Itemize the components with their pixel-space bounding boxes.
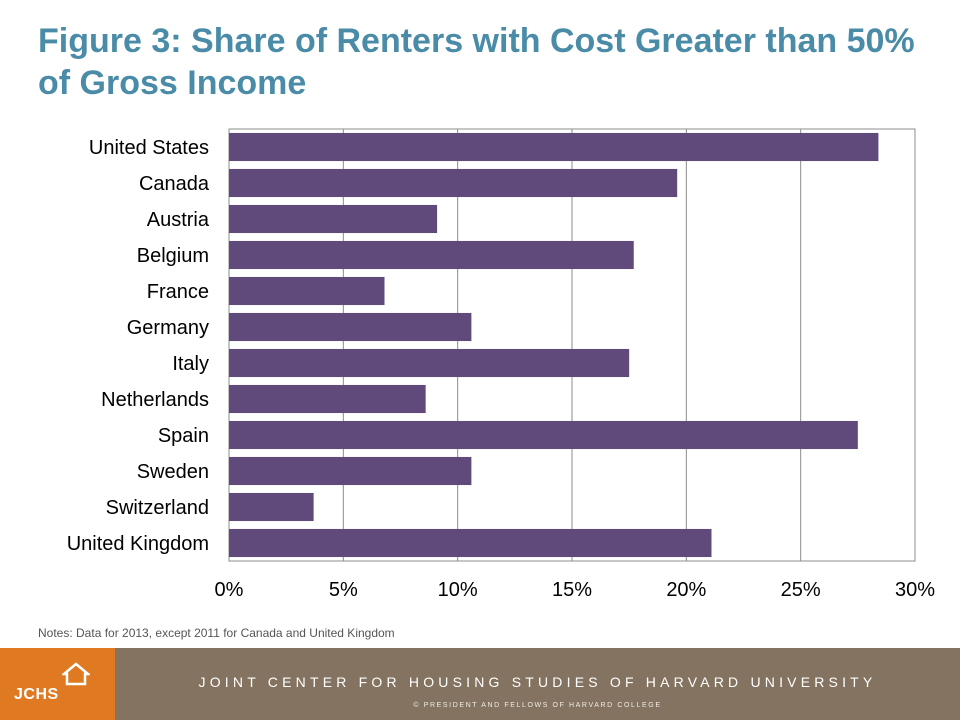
- x-tick-label: 25%: [781, 579, 821, 601]
- bar: [229, 456, 472, 486]
- category-label: France: [147, 281, 209, 303]
- chart-grid: [342, 129, 802, 561]
- logo-text: JCHS: [14, 686, 59, 703]
- bar-chart: United States Canada Austria Belgium France G…: [67, 128, 936, 601]
- bar: [229, 384, 426, 414]
- category-label: United States: [89, 137, 209, 159]
- category-label: Sweden: [137, 461, 209, 483]
- x-tick-label: 10%: [438, 579, 478, 601]
- category-label: Germany: [127, 317, 209, 339]
- x-tick-label: 20%: [666, 579, 706, 601]
- category-label: Italy: [172, 353, 209, 375]
- footer-band: JOINT CENTER FOR HOUSING STUDIES OF HARV…: [115, 648, 960, 720]
- x-tick-label: 15%: [552, 579, 592, 601]
- bar: [229, 168, 678, 198]
- category-label: United Kingdom: [67, 533, 209, 555]
- category-label: Netherlands: [101, 389, 209, 411]
- house-icon: [62, 662, 90, 686]
- bar: [229, 276, 385, 306]
- category-label: Spain: [158, 425, 209, 447]
- copyright-text: © PRESIDENT AND FELLOWS OF HARVARD COLLE…: [413, 702, 662, 709]
- bar: [229, 528, 712, 558]
- bar: [229, 420, 858, 450]
- category-label: Belgium: [137, 245, 209, 267]
- chart-notes: Notes: Data for 2013, except 2011 for Ca…: [38, 626, 395, 640]
- category-labels: United States Canada Austria Belgium France G…: [67, 137, 210, 555]
- category-label: Switzerland: [106, 497, 209, 519]
- x-tick-label: 0%: [215, 579, 244, 601]
- chart-bars: [229, 132, 879, 558]
- x-tick-label: 30%: [895, 579, 935, 601]
- bar: [229, 312, 472, 342]
- category-label: Canada: [139, 173, 210, 195]
- organization-name: JOINT CENTER FOR HOUSING STUDIES OF HARV…: [198, 674, 877, 690]
- bar: [229, 492, 314, 522]
- x-tick-label: 5%: [329, 579, 358, 601]
- page-title: Figure 3: Share of Renters with Cost Gre…: [38, 22, 915, 102]
- footer: JCHS JOINT CENTER FOR HOUSING STUDIES OF…: [0, 648, 960, 720]
- bar: [229, 204, 438, 234]
- bar: [229, 240, 634, 270]
- bar: [229, 348, 630, 378]
- bar: [229, 132, 879, 162]
- jchs-logo: JCHS: [0, 648, 115, 720]
- category-label: Austria: [147, 209, 210, 231]
- plot-frame: [228, 128, 916, 562]
- x-axis-ticks: 0% 5% 10% 15% 20% 25% 30%: [215, 579, 936, 601]
